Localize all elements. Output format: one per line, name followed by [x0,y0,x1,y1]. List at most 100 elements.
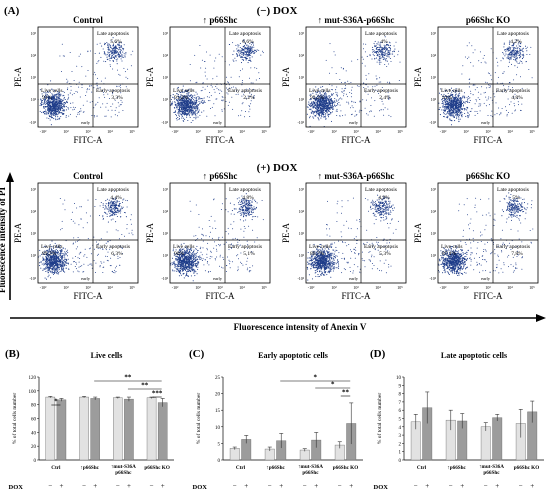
dot [121,201,124,203]
dot [62,102,65,104]
dot [444,103,446,106]
dot [115,51,117,53]
dot [117,48,119,50]
dot [462,97,464,99]
dot [62,269,64,271]
dot [455,99,457,101]
dot [254,49,256,51]
dot [196,113,198,115]
dot [322,109,324,111]
dot [245,50,247,52]
dot [209,54,211,56]
dot [385,53,387,55]
dot [114,48,116,50]
dot [467,111,469,113]
dot [325,59,327,61]
dot [333,51,335,53]
dot [505,51,507,53]
dot [113,207,115,209]
dot [182,110,185,113]
dot [456,116,458,118]
dot [461,108,463,110]
dot [497,65,499,67]
dot [188,111,190,113]
dot [70,89,72,91]
dot [63,259,65,261]
dot [177,100,179,102]
y-tick-label: 10⁴ [163,53,169,58]
dot [456,102,458,104]
dot [125,86,127,88]
dot [194,101,196,103]
dot [242,59,244,61]
dot [244,116,245,118]
dot [60,270,62,272]
dot [204,88,206,90]
dot [49,101,51,103]
dot [104,205,106,207]
dot [486,99,488,101]
dot [256,49,258,51]
dot [484,91,486,93]
dot [342,115,344,117]
dot [321,104,323,106]
dot [253,46,255,48]
dot [321,116,323,118]
dot [459,97,461,99]
dot [51,101,54,103]
dot [124,55,126,57]
dot [67,97,69,99]
dot [44,277,46,279]
dot [56,114,58,116]
dot [87,50,89,52]
dot [46,113,48,115]
dot [330,120,333,122]
live-cells-label: Live cells [173,88,195,94]
dot [118,111,120,113]
dot [355,101,356,103]
dot [57,92,59,94]
dot [196,106,198,108]
dot [43,92,45,94]
dot [170,98,172,101]
dot [170,95,172,97]
dot [182,88,184,90]
dot [178,101,180,103]
dot [43,107,45,110]
dot [255,51,257,53]
dot [53,112,55,114]
dot [105,206,107,208]
dot [121,101,123,103]
dot [57,113,59,115]
dot [51,265,53,267]
dot [58,255,60,257]
y-tick-label: -10² [429,120,436,125]
dot [186,104,188,106]
dot [41,111,43,114]
dot [188,110,190,112]
dot [125,53,127,55]
dot [331,111,334,113]
x-tick-label: 10³ [217,129,223,134]
dot [75,268,77,270]
dot [187,89,189,91]
dot [449,112,451,114]
dot [505,106,506,108]
dot [316,109,319,112]
dot [57,95,59,97]
dot [328,108,330,110]
dot [51,263,53,265]
dot [317,114,320,116]
dot [455,109,457,111]
dot [375,51,376,53]
dot [171,103,174,105]
dot [75,116,77,118]
dot [249,116,251,117]
dot [115,51,117,53]
dot [114,204,116,207]
dot [201,111,203,113]
dot [59,55,61,57]
dot [370,105,372,106]
dot [54,105,57,107]
dot [184,97,186,99]
